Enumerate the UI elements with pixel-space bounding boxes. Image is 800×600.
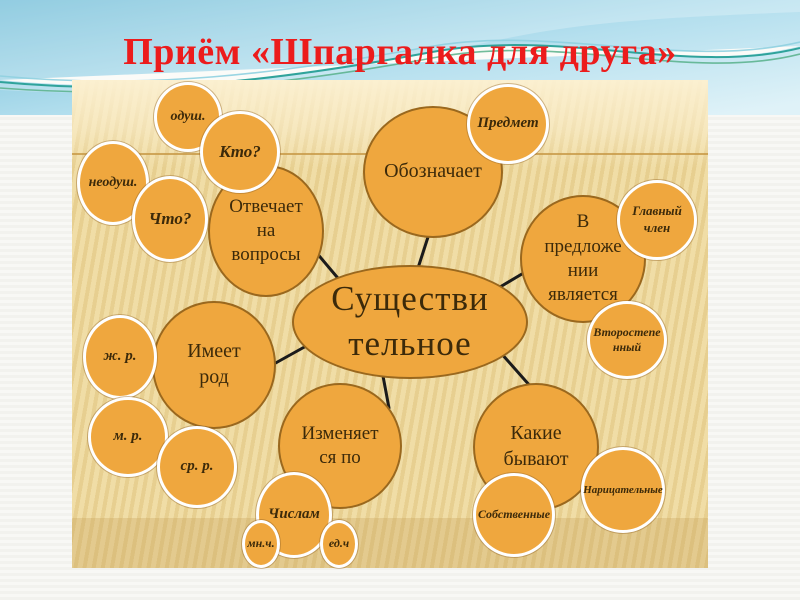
connector-denotes	[416, 232, 431, 270]
connector-kinds	[498, 350, 533, 389]
node-plural: мн.ч.	[242, 520, 280, 568]
node-label: Главный член	[632, 203, 682, 235]
node-feminine: ж. р.	[83, 315, 157, 399]
node-label: ед.ч	[328, 536, 350, 551]
node-changes-by: Изменяет ся по	[278, 383, 402, 509]
node-label: Имеет род	[187, 340, 241, 388]
node-proper: Собственные	[473, 473, 555, 557]
node-label: Что?	[148, 209, 192, 229]
node-label: Существи тельное	[331, 279, 489, 363]
node-common: Нарицательные	[581, 447, 665, 533]
node-label: Нарицательные	[583, 483, 663, 496]
node-secondary-member: Второстепе нный	[587, 301, 667, 379]
node-label: ср. р.	[180, 458, 214, 475]
node-noun-central: Существи тельное	[292, 265, 528, 379]
header-white-swoosh	[0, 45, 800, 86]
node-label: Собственные	[477, 507, 551, 522]
node-singular: ед.ч	[320, 520, 358, 568]
node-label: м. р.	[113, 428, 143, 445]
node-label: Обозначает	[384, 160, 482, 183]
node-label: В предложе нии является	[544, 211, 622, 306]
connector-gender	[270, 343, 310, 367]
node-label: одуш.	[170, 109, 206, 125]
header-soft-swoosh	[0, 0, 800, 93]
node-main-member: Главный член	[617, 180, 697, 260]
node-object: Предмет	[467, 84, 549, 164]
node-label: мн.ч.	[247, 536, 275, 551]
node-label: Какие бывают	[503, 422, 569, 470]
node-has-gender: Имеет род	[152, 301, 276, 429]
node-what: Что?	[132, 176, 208, 262]
node-label: Кто?	[219, 142, 261, 162]
node-label: Изменяет ся по	[301, 422, 379, 468]
node-masculine: м. р.	[88, 397, 168, 477]
node-label: неодуш.	[88, 175, 138, 191]
node-label: Предмет	[477, 115, 539, 132]
node-label: Числам	[268, 506, 320, 523]
node-label: Отвечает на вопросы	[229, 195, 303, 266]
node-who: Кто?	[200, 111, 280, 193]
node-label: Второстепе нный	[593, 324, 661, 354]
slide-title: Приём «Шпаргалка для друга»	[123, 31, 677, 73]
node-label: ж. р.	[103, 348, 137, 365]
connector-changes-by	[381, 374, 391, 410]
node-neuter: ср. р.	[157, 426, 237, 508]
